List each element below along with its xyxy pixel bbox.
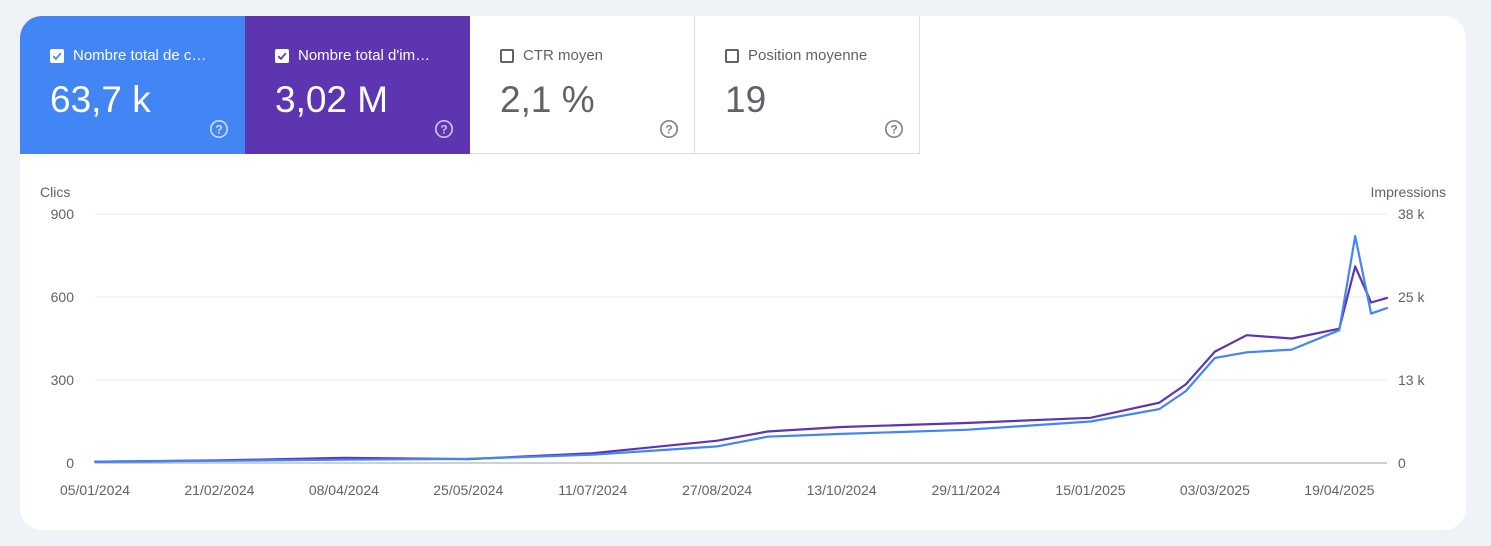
right-tick-label: 13 k bbox=[1398, 372, 1425, 388]
metric-value-position: 19 bbox=[725, 79, 767, 120]
right-axis-ticks: 38 k 25 k 13 k 0 bbox=[1398, 206, 1425, 471]
performance-chart: Clics Impressions 900 600 300 0 38 k 25 k 13 … bbox=[40, 184, 1446, 498]
metric-tiles: Nombre total de c… 63,7 k ? Nombre total… bbox=[20, 16, 920, 154]
x-tick-label: 29/11/2024 bbox=[932, 482, 1001, 498]
help-icon[interactable]: ? bbox=[434, 119, 454, 139]
x-tick-label: 03/03/2025 bbox=[1180, 482, 1250, 498]
x-tick-label: 13/10/2024 bbox=[807, 482, 877, 498]
left-tick-label: 900 bbox=[51, 206, 75, 222]
metric-value-ctr: 2,1 % bbox=[500, 79, 595, 120]
svg-text:?: ? bbox=[890, 122, 897, 136]
left-tick-label: 300 bbox=[51, 372, 75, 388]
checkbox-unchecked-icon[interactable] bbox=[725, 48, 739, 63]
metric-label-impressions: Nombre total d'im… bbox=[298, 47, 431, 64]
x-tick-label: 27/08/2024 bbox=[682, 482, 752, 498]
help-icon[interactable]: ? bbox=[659, 119, 679, 139]
left-tick-label: 0 bbox=[66, 455, 74, 471]
x-tick-label: 19/04/2025 bbox=[1304, 482, 1374, 498]
x-tick-label: 05/01/2024 bbox=[60, 482, 130, 498]
svg-text:?: ? bbox=[665, 122, 672, 136]
right-tick-label: 25 k bbox=[1398, 289, 1425, 305]
metric-label-ctr: CTR moyen bbox=[523, 47, 604, 64]
help-icon[interactable]: ? bbox=[209, 119, 229, 139]
left-axis-ticks: 900 600 300 0 bbox=[51, 206, 75, 471]
checkbox-unchecked-icon[interactable] bbox=[500, 48, 514, 63]
left-axis-title: Clics bbox=[40, 184, 70, 200]
svg-text:?: ? bbox=[215, 122, 222, 136]
x-axis-ticks: 05/01/2024 21/02/2024 08/04/2024 25/05/2024… bbox=[60, 482, 1375, 498]
metric-tile-impressions[interactable]: Nombre total d'im… 3,02 M ? bbox=[245, 16, 470, 154]
x-tick-label: 08/04/2024 bbox=[309, 482, 379, 498]
metric-tile-position[interactable]: Position moyenne 19 ? bbox=[695, 16, 920, 154]
series-line-clics bbox=[93, 235, 1389, 463]
metric-tile-ctr[interactable]: CTR moyen 2,1 % ? bbox=[470, 16, 695, 154]
metric-label-clicks: Nombre total de c… bbox=[73, 47, 207, 64]
performance-card: Clics Impressions 900 600 300 0 38 k 25 k 13 … bbox=[20, 16, 1466, 530]
right-tick-label: 0 bbox=[1398, 455, 1406, 471]
metric-tile-clicks[interactable]: Nombre total de c… 63,7 k ? bbox=[20, 16, 245, 154]
left-tick-label: 600 bbox=[51, 289, 75, 305]
x-tick-label: 11/07/2024 bbox=[558, 482, 627, 498]
checkbox-checked-icon[interactable] bbox=[50, 48, 64, 63]
gridlines bbox=[95, 213, 1387, 464]
help-icon[interactable]: ? bbox=[884, 119, 904, 139]
x-tick-label: 15/01/2025 bbox=[1055, 482, 1125, 498]
metric-value-clicks: 63,7 k bbox=[50, 79, 151, 120]
series-lines bbox=[93, 235, 1389, 463]
x-tick-label: 25/05/2024 bbox=[433, 482, 503, 498]
svg-text:?: ? bbox=[440, 122, 447, 136]
right-axis-title: Impressions bbox=[1371, 184, 1446, 200]
x-tick-label: 21/02/2024 bbox=[184, 482, 254, 498]
metric-value-impressions: 3,02 M bbox=[275, 79, 389, 120]
metric-label-position: Position moyenne bbox=[748, 47, 868, 64]
series-line-impressions bbox=[93, 265, 1389, 463]
right-tick-label: 38 k bbox=[1398, 206, 1425, 222]
checkbox-checked-icon[interactable] bbox=[275, 48, 289, 63]
